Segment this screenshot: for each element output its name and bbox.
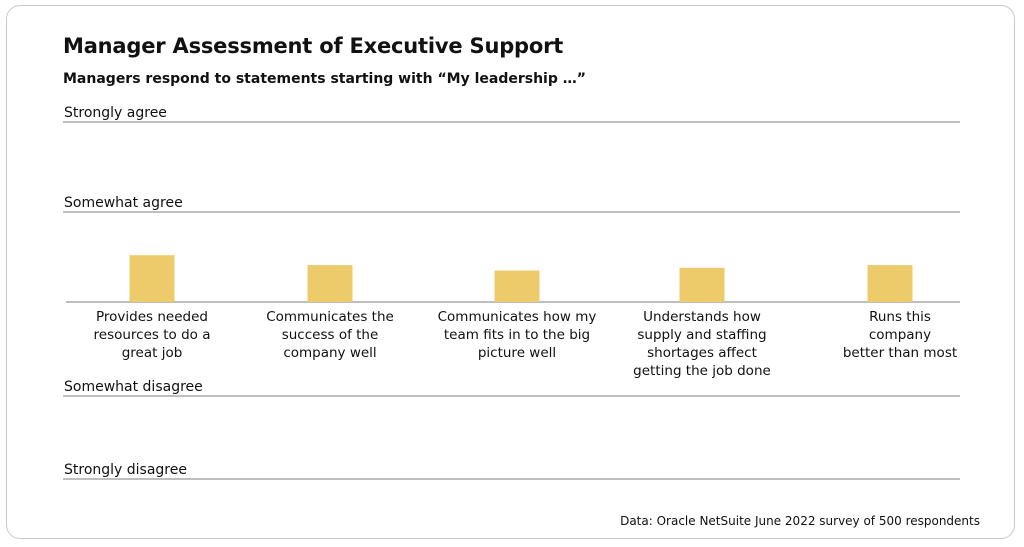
category-label: Runs this bbox=[869, 309, 931, 325]
scale-label: Somewhat agree bbox=[64, 195, 183, 211]
category-label: company bbox=[869, 327, 931, 343]
source-note: Data: Oracle NetSuite June 2022 survey o… bbox=[620, 514, 980, 528]
bar bbox=[307, 265, 353, 302]
category-label: company well bbox=[283, 345, 376, 361]
category-label: supply and staffing bbox=[637, 327, 766, 343]
scale-label: Strongly agree bbox=[64, 105, 167, 121]
scale-label: Strongly disagree bbox=[64, 462, 187, 478]
category-label: success of the bbox=[282, 327, 379, 343]
chart-subtitle: Managers respond to statements starting … bbox=[63, 71, 586, 87]
category-label: picture well bbox=[478, 345, 556, 361]
chart-title: Manager Assessment of Executive Support bbox=[63, 34, 564, 58]
category-label: Provides needed bbox=[96, 309, 208, 325]
category-label: resources to do a bbox=[94, 327, 211, 343]
bar bbox=[679, 267, 725, 302]
category-label: Understands how bbox=[643, 309, 761, 325]
category-label: Communicates how my bbox=[438, 309, 597, 325]
bar bbox=[129, 255, 175, 302]
category-label: great job bbox=[122, 345, 183, 361]
bar bbox=[494, 270, 540, 302]
bar bbox=[867, 265, 913, 302]
category-label: team fits in to the big bbox=[444, 327, 590, 343]
category-label: getting the job done bbox=[633, 363, 771, 379]
category-label: better than most bbox=[843, 345, 957, 361]
scale-label: Somewhat disagree bbox=[64, 379, 203, 395]
category-label: Communicates the bbox=[266, 309, 394, 325]
category-label: shortages affect bbox=[647, 345, 757, 361]
